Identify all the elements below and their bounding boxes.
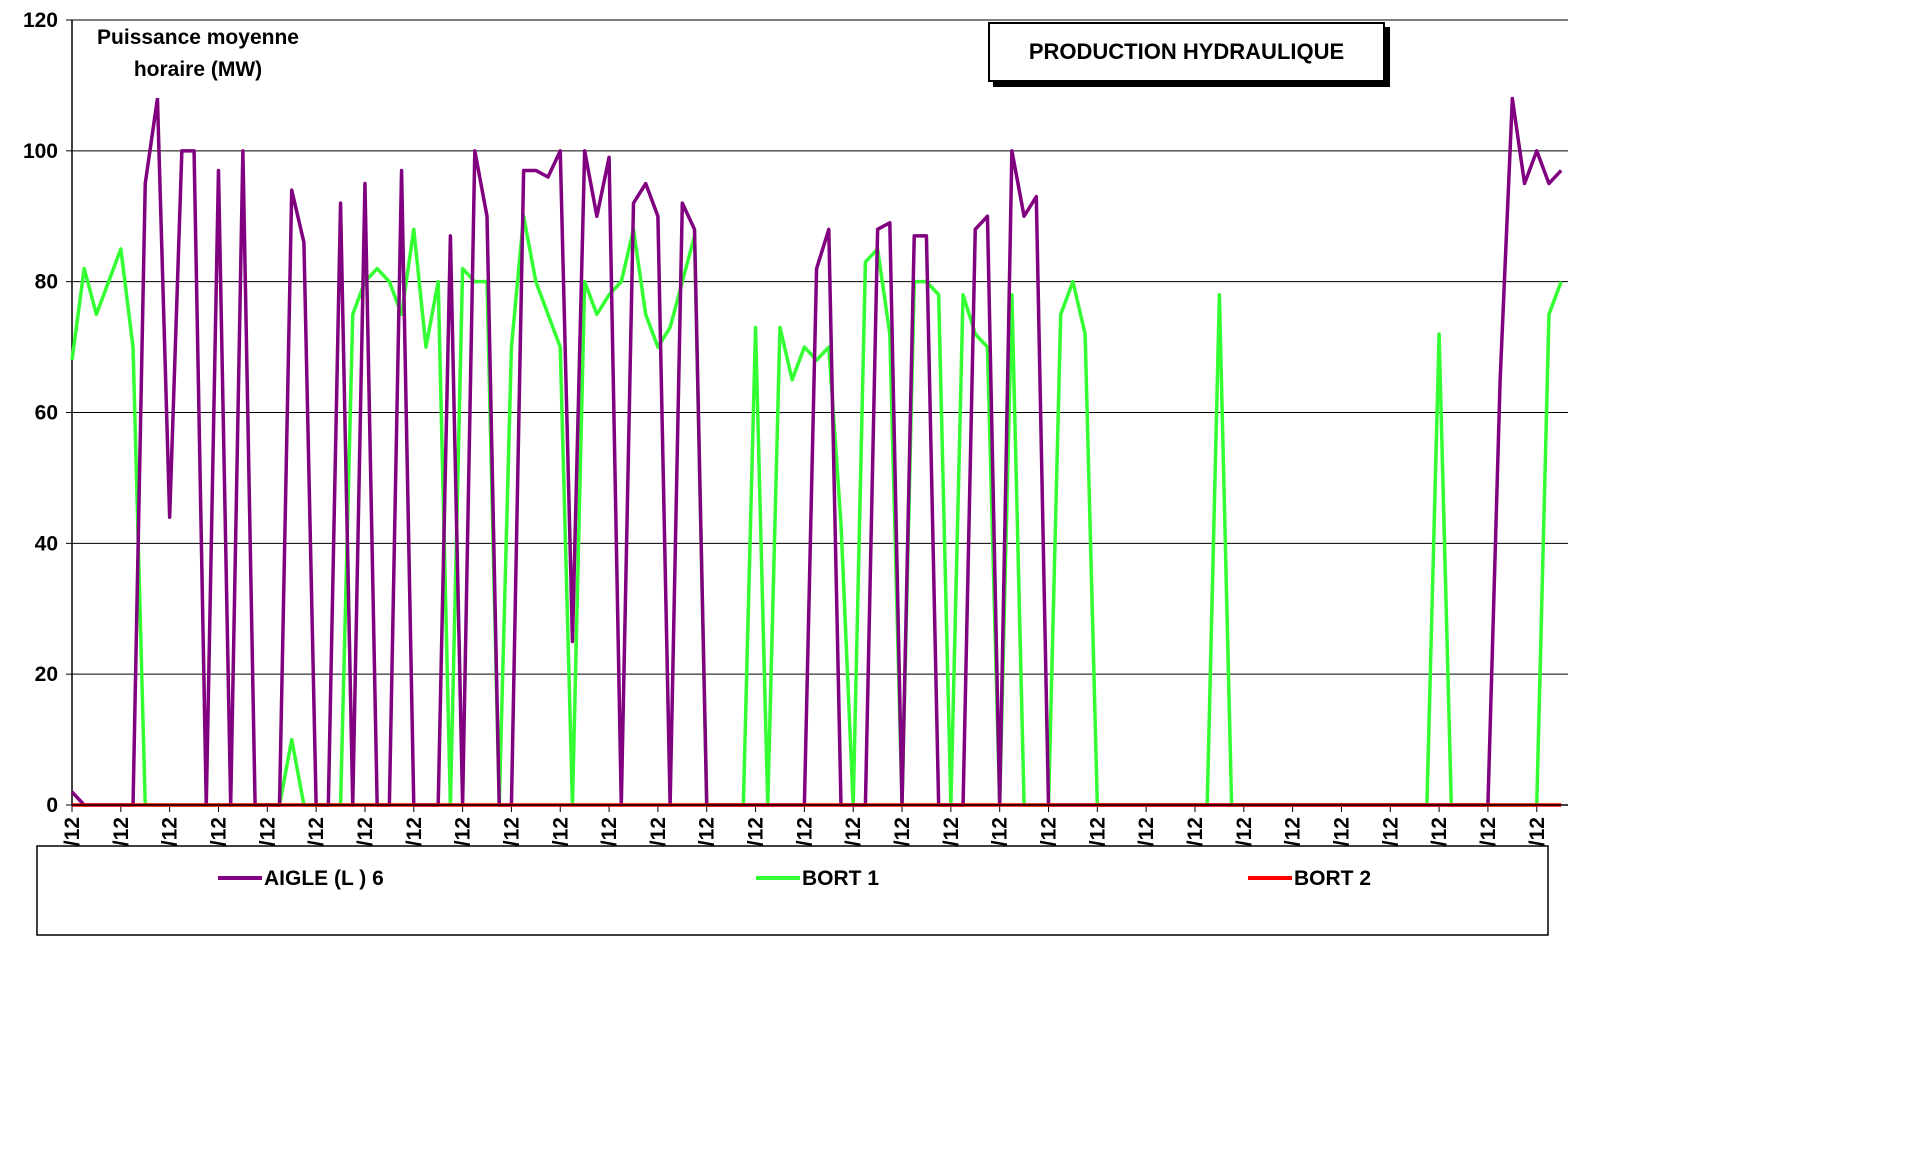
y-tick-label: 100 <box>23 140 58 163</box>
y-tick-label: 40 <box>35 532 58 555</box>
y-tick-label: 20 <box>35 663 58 686</box>
y-tick-label: 80 <box>35 271 58 294</box>
legend-label: BORT 2 <box>1294 867 1371 890</box>
legend-label: AIGLE (L ) 6 <box>264 867 384 890</box>
legend-label: BORT 1 <box>802 867 879 890</box>
chart-title: PRODUCTION HYDRAULIQUE <box>988 22 1385 82</box>
y-tick-label: 120 <box>23 9 58 32</box>
series-line <box>70 96 1563 807</box>
y-axis-label: Puissance moyenne horaire (MW) <box>76 22 320 98</box>
legend-box <box>36 845 1549 936</box>
y-tick-label: 0 <box>46 794 58 817</box>
y-tick-label: 60 <box>35 402 58 425</box>
